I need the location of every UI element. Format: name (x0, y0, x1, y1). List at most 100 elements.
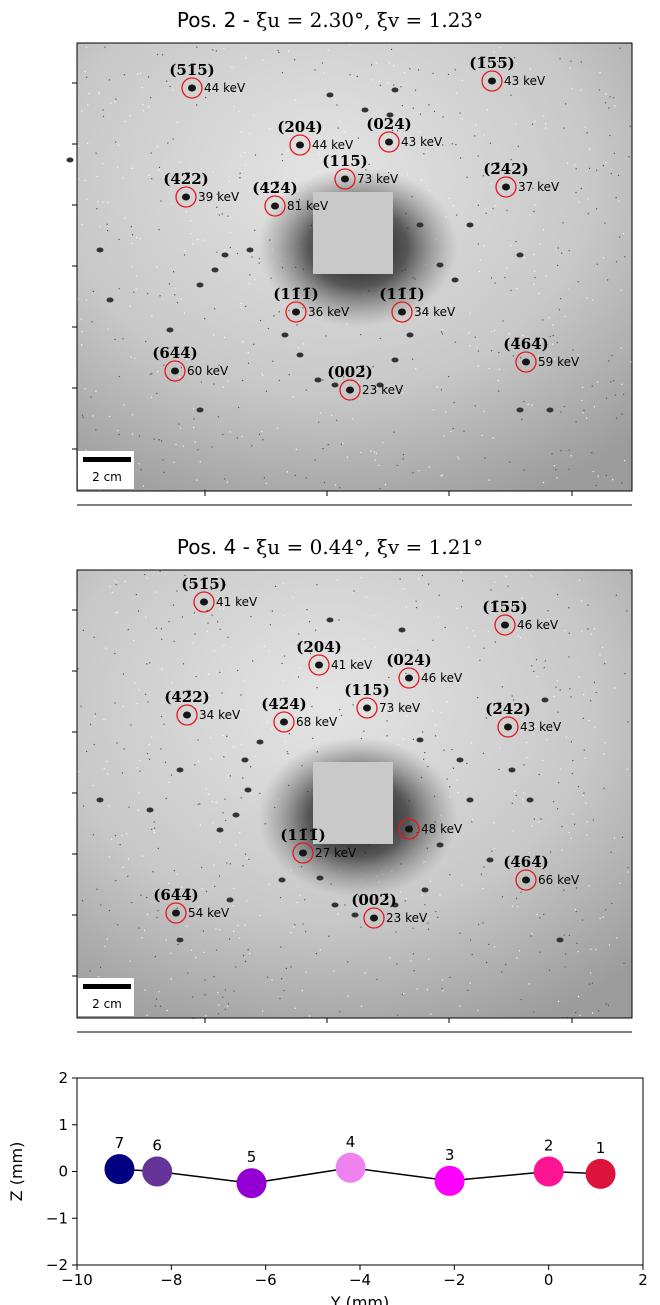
noise-pixel (254, 755, 256, 757)
noise-pixel (615, 197, 617, 199)
noise-pixel (139, 770, 141, 772)
noise-pixel (582, 386, 584, 388)
noise-pixel (497, 379, 499, 382)
noise-pixel (402, 458, 404, 460)
noise-pixel (583, 792, 585, 794)
noise-pixel (211, 614, 213, 616)
noise-pixel (363, 638, 365, 640)
reflection-hkl-label: (4̄64̄) (503, 853, 549, 871)
panel-2-title-prefix: Pos. 4 - (176, 535, 257, 559)
noise-pixel (346, 456, 349, 458)
noise-pixel (240, 303, 242, 305)
reflection-energy-label: 54 keV (188, 906, 230, 920)
noise-pixel (98, 975, 100, 978)
noise-pixel (484, 457, 486, 459)
noise-pixel (614, 687, 616, 689)
noise-pixel (568, 632, 570, 634)
reflection-hkl-label: (4̄64̄) (503, 335, 549, 353)
diffraction-spot (436, 262, 444, 268)
noise-pixel (471, 954, 473, 956)
noise-pixel (227, 636, 229, 638)
noise-pixel (592, 470, 594, 473)
noise-pixel (599, 917, 601, 919)
noise-pixel (301, 990, 303, 992)
noise-pixel (452, 428, 454, 430)
noise-pixel (229, 863, 231, 865)
noise-pixel (294, 59, 296, 61)
noise-pixel (452, 767, 454, 769)
position-label-3: 3 (445, 1146, 455, 1164)
noise-pixel (562, 222, 564, 224)
noise-pixel (427, 660, 429, 662)
noise-pixel (581, 630, 583, 632)
noise-pixel (586, 417, 588, 419)
diffraction-spot (391, 87, 399, 93)
reflection-circle (363, 907, 385, 929)
noise-pixel (244, 151, 246, 154)
noise-pixel (150, 396, 153, 398)
noise-pixel (155, 998, 158, 1000)
noise-pixel (557, 247, 559, 249)
noise-pixel (560, 768, 562, 770)
noise-pixel (182, 663, 185, 665)
noise-pixel (216, 949, 218, 951)
noise-pixel (98, 93, 100, 95)
noise-pixel (547, 618, 549, 620)
noise-pixel (147, 701, 149, 703)
noise-pixel (204, 489, 206, 491)
diffraction-spot (466, 797, 474, 803)
noise-pixel (381, 901, 384, 904)
noise-pixel (93, 636, 95, 638)
noise-pixel (378, 81, 380, 83)
noise-pixel (613, 152, 615, 154)
noise-pixel (493, 51, 495, 53)
noise-pixel (176, 121, 179, 124)
noise-pixel (245, 164, 247, 166)
noise-pixel (376, 978, 378, 980)
reflection-energy-label: 73 keV (379, 701, 421, 715)
noise-pixel (298, 633, 300, 635)
y-tick-label: 2 (58, 1069, 68, 1087)
diffraction-spot (331, 902, 339, 908)
noise-pixel (379, 699, 381, 701)
noise-pixel (107, 230, 109, 232)
noise-pixel (156, 916, 158, 919)
noise-pixel (99, 966, 102, 968)
noise-pixel (292, 396, 294, 398)
noise-pixel (446, 701, 448, 703)
noise-pixel (229, 775, 231, 777)
noise-pixel (452, 204, 454, 207)
noise-pixel (352, 704, 354, 706)
noise-pixel (597, 475, 599, 477)
noise-pixel (295, 591, 297, 593)
noise-pixel (84, 179, 86, 182)
noise-pixel (152, 871, 154, 873)
noise-pixel (269, 128, 271, 130)
noise-pixel (290, 120, 292, 122)
noise-pixel (394, 918, 396, 921)
noise-pixel (400, 706, 402, 708)
noise-pixel (153, 821, 155, 823)
noise-pixel (142, 485, 145, 487)
noise-pixel (122, 177, 124, 179)
panel-2-title: Pos. 4 - ξu = 0.44°, ξv = 1.21° (0, 535, 660, 559)
noise-pixel (140, 469, 142, 471)
noise-pixel (586, 297, 588, 299)
noise-pixel (339, 487, 341, 489)
noise-pixel (585, 802, 587, 804)
noise-pixel (197, 739, 199, 741)
noise-pixel (545, 123, 547, 125)
noise-pixel (175, 695, 177, 697)
noise-pixel (511, 905, 514, 907)
noise-pixel (308, 619, 310, 621)
noise-pixel (171, 203, 173, 205)
diffraction-spot (416, 222, 424, 228)
noise-pixel (620, 289, 622, 291)
noise-pixel (339, 1011, 341, 1013)
noise-pixel (167, 142, 169, 144)
noise-pixel (428, 104, 430, 106)
noise-pixel (137, 809, 140, 811)
noise-pixel (196, 697, 198, 699)
noise-pixel (248, 283, 251, 285)
